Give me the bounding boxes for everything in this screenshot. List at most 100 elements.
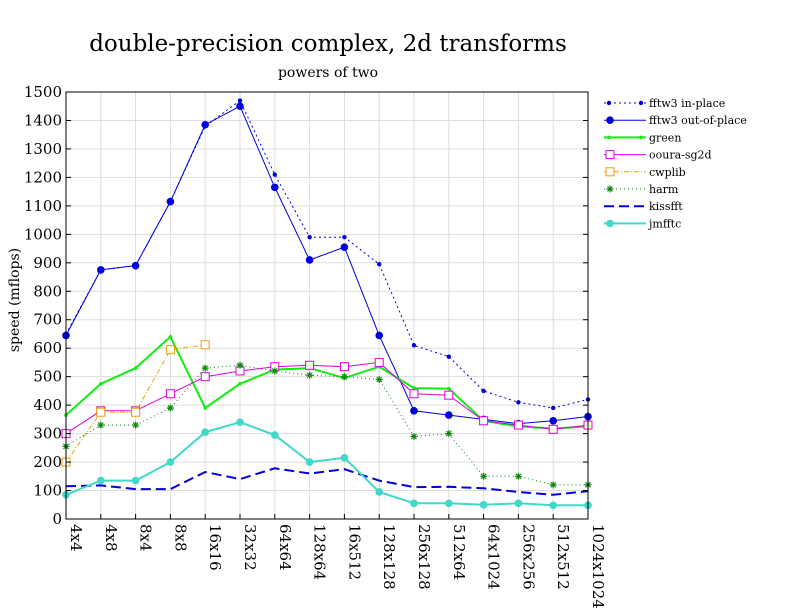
series-line-kissfft bbox=[65, 467, 589, 496]
plot-frame bbox=[65, 91, 589, 520]
x-tick-label: 8x8 bbox=[171, 524, 189, 552]
data-point-fftw3-out-of-place bbox=[271, 183, 279, 192]
x-tick-label: 64x64 bbox=[276, 524, 294, 571]
data-point-harm bbox=[340, 373, 348, 381]
legend-label: fftw3 out-of-place bbox=[649, 114, 747, 127]
data-point-harm bbox=[97, 421, 105, 429]
data-point-ooura-sg2d bbox=[305, 360, 315, 370]
legend-marker bbox=[606, 219, 614, 228]
x-tick-label: 512x64 bbox=[450, 524, 468, 580]
data-point-fftw3-out-of-place bbox=[340, 243, 349, 251]
grid bbox=[65, 91, 589, 520]
data-point-jmfftc bbox=[305, 458, 314, 466]
x-tick-label: 512x512 bbox=[554, 524, 572, 590]
data-point-fftw3-in-place bbox=[237, 98, 243, 103]
series-green bbox=[64, 335, 590, 431]
data-point-cwplib bbox=[165, 345, 175, 355]
y-tick-label: 200 bbox=[33, 453, 62, 471]
data-point-harm bbox=[271, 367, 279, 375]
data-point-harm bbox=[201, 364, 209, 372]
data-point-ooura-sg2d bbox=[409, 389, 419, 399]
data-point-jmfftc bbox=[271, 431, 279, 439]
data-point-ooura-sg2d bbox=[548, 424, 558, 434]
series-kissfft bbox=[65, 467, 589, 496]
data-point-ooura-sg2d bbox=[479, 416, 489, 426]
series-line-green bbox=[65, 335, 589, 430]
series-line-cwplib bbox=[65, 344, 206, 463]
legend-label: jmfftc bbox=[647, 217, 681, 230]
data-point-fftw3-out-of-place bbox=[201, 120, 209, 129]
x-tick-label: 256x128 bbox=[415, 524, 433, 590]
data-point-harm bbox=[236, 361, 244, 369]
data-point-ooura-sg2d bbox=[200, 372, 210, 382]
data-point-green bbox=[447, 386, 451, 391]
data-point-jmfftc bbox=[201, 428, 209, 436]
legend-entry-cwplib: cwplib bbox=[604, 166, 686, 179]
data-point-fftw3-in-place bbox=[411, 343, 417, 348]
data-point-green bbox=[168, 335, 173, 339]
y-tick-label: 700 bbox=[33, 311, 62, 329]
x-tick-label: 4x4 bbox=[67, 524, 85, 552]
data-point-green bbox=[203, 406, 207, 410]
data-point-fftw3-in-place bbox=[481, 388, 486, 394]
data-point-fftw3-out-of-place bbox=[410, 407, 418, 415]
legend-entry-ooura-sg2d: ooura-sg2d bbox=[604, 149, 712, 162]
data-point-fftw3-out-of-place bbox=[97, 266, 105, 274]
data-point-fftw3-out-of-place bbox=[236, 102, 244, 111]
legend-marker bbox=[606, 100, 612, 106]
ticks: 0 100 200 300 400 500 600 700 800 900 1000 1100 1200… bbox=[24, 83, 607, 609]
legend-label: harm bbox=[649, 183, 679, 196]
data-point-fftw3-in-place bbox=[551, 405, 556, 411]
data-point-jmfftc bbox=[236, 418, 244, 427]
y-tick-label: 600 bbox=[33, 339, 62, 357]
y-tick-label: 400 bbox=[33, 396, 62, 414]
data-point-fftw3-out-of-place bbox=[549, 416, 557, 425]
legend-marker bbox=[605, 150, 615, 160]
legend-label: fftw3 in-place bbox=[649, 97, 725, 110]
x-tick-label: 4x8 bbox=[102, 524, 120, 552]
legend: fftw3 in-place fftw3 out-of-place green oou… bbox=[604, 97, 747, 230]
data-point-harm bbox=[480, 472, 488, 480]
data-point-harm bbox=[306, 371, 314, 379]
data-point-fftw3-out-of-place bbox=[445, 411, 453, 419]
y-axis-label: speed (mflops) bbox=[7, 248, 23, 352]
x-tick-label: 256x256 bbox=[519, 524, 537, 590]
x-tick-label: 128x64 bbox=[311, 524, 329, 580]
chart-title: double-precision complex, 2d transforms bbox=[89, 31, 567, 57]
data-point-jmfftc bbox=[97, 476, 105, 485]
data-point-harm bbox=[132, 421, 140, 429]
data-point-harm bbox=[410, 432, 418, 440]
legend-entry-fftw3-out-of-place: fftw3 out-of-place bbox=[604, 114, 747, 127]
data-point-ooura-sg2d bbox=[444, 390, 454, 400]
data-point-jmfftc bbox=[445, 499, 453, 508]
legend-entry-green: green bbox=[604, 131, 681, 144]
data-point-harm bbox=[375, 376, 383, 384]
data-point-green bbox=[238, 381, 242, 386]
legend-marker bbox=[607, 135, 611, 140]
y-tick-label: 1500 bbox=[24, 83, 62, 101]
y-tick-label: 900 bbox=[33, 254, 62, 272]
data-point-cwplib bbox=[131, 407, 141, 417]
series-line-harm bbox=[65, 364, 588, 486]
data-point-fftw3-in-place bbox=[342, 234, 347, 240]
data-point-jmfftc bbox=[340, 453, 349, 462]
data-point-fftw3-out-of-place bbox=[375, 331, 384, 340]
data-point-jmfftc bbox=[410, 499, 418, 508]
data-point-cwplib bbox=[200, 340, 210, 350]
x-tick-label: 32x32 bbox=[241, 524, 259, 571]
y-tick-label: 1300 bbox=[24, 140, 62, 158]
data-point-jmfftc bbox=[131, 476, 140, 485]
y-tick-label: 300 bbox=[33, 425, 62, 443]
legend-marker bbox=[606, 185, 614, 193]
data-point-jmfftc bbox=[514, 499, 523, 508]
series-line-fftw3-out-of-place bbox=[65, 105, 589, 425]
data-point-jmfftc bbox=[375, 488, 384, 496]
data-point-green bbox=[412, 386, 416, 390]
y-tick-label: 1000 bbox=[24, 225, 62, 243]
legend-marker bbox=[606, 116, 614, 124]
legend-entry-kissfft: kissfft bbox=[604, 200, 683, 213]
legend-label: green bbox=[649, 131, 681, 144]
data-point-fftw3-in-place bbox=[516, 400, 521, 405]
x-tick-label: 16x16 bbox=[206, 524, 224, 571]
